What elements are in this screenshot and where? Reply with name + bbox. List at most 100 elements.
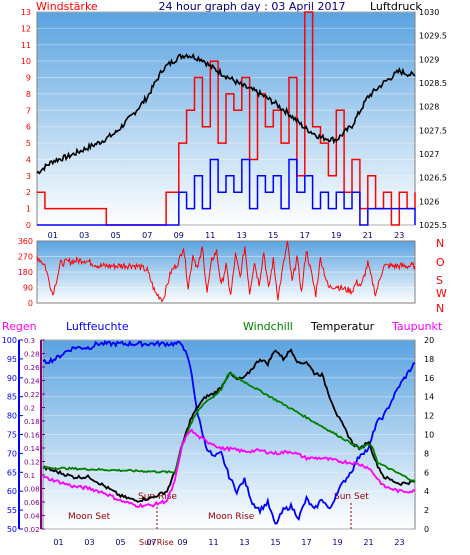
humidity-tick-label: 60	[7, 487, 17, 496]
dewpoint-legend: Taupunkt	[391, 320, 443, 333]
sun-set-label: Sun Set	[334, 492, 369, 502]
wind-direction-series	[36, 240, 416, 303]
rain-tick-label: 0.3	[24, 337, 35, 345]
compass-label: O	[436, 256, 445, 269]
rain-tick-label: 0.2	[24, 405, 35, 413]
hour-tick-label: 19	[332, 538, 342, 547]
humidity-line	[42, 339, 416, 525]
rain-tick-labels: 0.02 0.04 0.06 0.08 0.1 0.12 0.14 0.16 0.18 0.2 0.…	[24, 337, 45, 534]
humidity-temperature-series	[42, 339, 416, 525]
compass-label: N	[436, 237, 444, 250]
hour-tick-label: 15	[270, 538, 280, 547]
wind-speed-tick-label: 12	[21, 24, 31, 33]
pressure-tick-label: 1025.5	[419, 221, 447, 230]
rain-tick-label: 0.04	[24, 513, 40, 521]
wind-speed-tick-label: 5	[26, 139, 31, 148]
wind-direction-degree-labels: 0 90 180 270 360	[18, 237, 33, 308]
humidity-temperature-gridlines	[43, 339, 415, 530]
humidity-temperature-plot-area	[42, 339, 416, 530]
windchill-line	[42, 372, 416, 483]
rain-tick-label: 0.18	[24, 418, 40, 426]
humidity-tick-label: 90	[7, 374, 17, 383]
direction-degree-label: 360	[18, 237, 33, 246]
wind-speed-tick-label: 9	[26, 74, 31, 83]
hour-tick-labels-bottom: 01 03 05 07 09 11 13 15 17 19 21 23	[53, 538, 404, 547]
moon-set-label: Moon Set	[68, 512, 111, 522]
hour-tick-label: 03	[79, 231, 89, 240]
pressure-tick-label: 1030	[419, 8, 439, 17]
hour-tick-label: 01	[48, 231, 58, 240]
hour-tick-label: 19	[331, 231, 341, 240]
rain-tick-label: 0.1	[24, 472, 35, 480]
temperature-tick-label: 14	[424, 393, 434, 402]
wind-speed-tick-label: 2	[26, 188, 31, 197]
compass-label: N	[436, 302, 444, 315]
pressure-tick-label: 1029	[419, 55, 439, 64]
wind-pressure-chart: Windstärke 24 hour graph day : 03 April …	[21, 0, 447, 240]
pressure-tick-label: 1028	[419, 103, 439, 112]
rain-tick-label: 0.08	[24, 486, 40, 494]
rain-tick-label: 0.02	[24, 526, 40, 534]
wind-direction-gridlines	[37, 256, 415, 288]
hour-tick-label: 21	[363, 538, 373, 547]
hour-tick-label: 11	[205, 231, 215, 240]
rain-tick-label: 0.28	[24, 351, 40, 359]
moon-rise-label: Moon Rise	[208, 512, 255, 522]
compass-label: S	[436, 274, 443, 287]
hour-tick-label: 23	[394, 538, 404, 547]
temperature-tick-label: 20	[424, 336, 434, 345]
pressure-tick-label: 1027	[419, 150, 439, 159]
temperature-tick-label: 6	[424, 468, 429, 477]
hour-tick-label: 21	[363, 231, 373, 240]
hour-tick-label: 17	[300, 231, 310, 240]
chart-title: 24 hour graph day : 03 April 2017	[159, 0, 346, 13]
wind-speed-tick-label: 0	[26, 221, 31, 230]
temperature-tick-label: 2	[424, 506, 429, 515]
hour-tick-label: 05	[111, 231, 121, 240]
humidity-tick-label: 95	[7, 355, 17, 364]
pressure-tick-label: 1028.5	[419, 79, 447, 88]
humidity-tick-label: 50	[7, 525, 17, 534]
humidity-tick-label: 65	[7, 468, 17, 477]
rain-tick-label: 0.22	[24, 391, 40, 399]
hour-tick-label: 17	[301, 538, 311, 547]
hour-tick-label: 13	[239, 538, 249, 547]
hour-tick-label: 23	[394, 231, 404, 240]
wind-speed-tick-label: 11	[21, 41, 31, 50]
hour-tick-label: 01	[53, 538, 63, 547]
temperature-tick-label: 16	[424, 374, 434, 383]
windchill-legend: Windchill	[243, 320, 293, 333]
hour-tick-label: 11	[208, 538, 218, 547]
rain-tick-label: 0.06	[24, 499, 40, 507]
wind-pressure-series	[36, 11, 416, 226]
humidity-tick-label: 55	[7, 506, 17, 515]
humidity-tick-label: 70	[7, 449, 17, 458]
wind-speed-tick-label: 10	[21, 57, 31, 66]
hour-tick-labels-top: 01 03 05 07 09 11 13 15 17 19 21 23	[48, 231, 405, 240]
rain-tick-label: 0.16	[24, 432, 40, 440]
pressure-tick-label: 1029.5	[419, 32, 447, 41]
pressure-tick-label: 1026.5	[419, 174, 447, 183]
hour-tick-label: 05	[115, 538, 125, 547]
sun-rise-axis-label: Sun Rise	[139, 538, 174, 547]
hour-tick-label: 13	[237, 231, 247, 240]
wind-speed-tick-label: 8	[26, 90, 31, 99]
direction-degree-label: 180	[18, 268, 33, 277]
temperature-tick-label: 8	[424, 449, 429, 458]
humidity-tick-labels: 50 55 60 65 70 75 80 85 90 95 100	[2, 336, 23, 534]
rain-tick-label: 0.12	[24, 459, 40, 467]
direction-degree-label: 90	[23, 284, 33, 293]
pressure-tick-label: 1027.5	[419, 126, 447, 135]
humidity-tick-label: 75	[7, 431, 17, 440]
wind-speed-tick-label: 3	[26, 172, 31, 181]
temperature-tick-label: 18	[424, 355, 434, 364]
temperature-tick-labels: 0 2 4 6 8 10 12 14 16 18 20	[424, 336, 434, 534]
hour-tick-label: 07	[142, 231, 152, 240]
dewpoint-line	[42, 428, 416, 509]
pressure-axis-title: Luftdruck	[370, 0, 422, 13]
wind-speed-tick-label: 6	[26, 123, 31, 132]
